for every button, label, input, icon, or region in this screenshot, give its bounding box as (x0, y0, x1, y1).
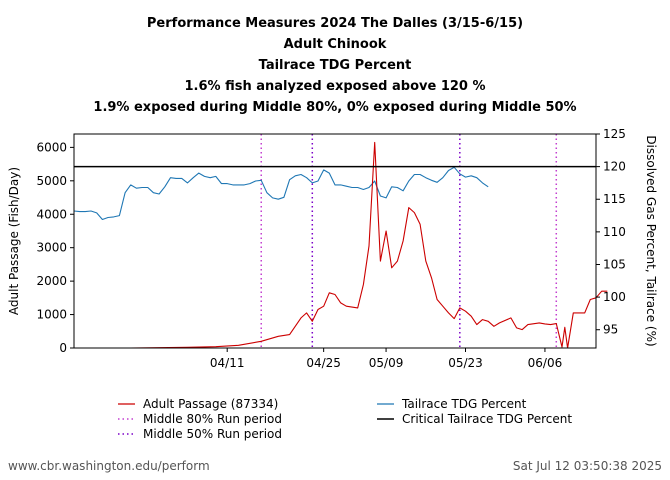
legend: Adult Passage (87334) Middle 80% Run per… (118, 397, 572, 441)
legend-item-critical: Critical Tailrace TDG Percent (377, 412, 572, 426)
title-line-1: Performance Measures 2024 The Dalles (3/… (147, 16, 523, 31)
chart-title: Performance Measures 2024 The Dalles (3/… (93, 16, 576, 115)
x-tick-label-1: 04/25 (306, 356, 341, 370)
tdg-series-line (73, 166, 489, 221)
y-right-tick-label-6: 125 (603, 127, 626, 141)
title-line-4: 1.6% fish analyzed exposed above 120 % (184, 79, 485, 94)
y-axis-left-label: Adult Passage (Fish/Day) (7, 167, 21, 315)
legend-label-tdg: Tailrace TDG Percent (401, 397, 527, 411)
legend-item-middle50: Middle 50% Run period (118, 427, 282, 441)
y-right-tick-label-1: 100 (603, 290, 626, 304)
footer-url: www.cbr.washington.edu/perform (8, 459, 210, 473)
legend-item-adult-passage: Adult Passage (87334) (118, 397, 278, 411)
y-right-tick-label-3: 110 (603, 225, 626, 239)
plot-frame (73, 133, 597, 349)
y-right-tick-label-5: 120 (603, 160, 626, 174)
x-tick-label-0: 04/11 (210, 356, 245, 370)
y-right-tick-label-2: 105 (603, 257, 626, 271)
y-right-tick-label-0: 95 (603, 323, 618, 337)
legend-item-middle80: Middle 80% Run period (118, 412, 282, 426)
y-right-tick-label-4: 115 (603, 192, 626, 206)
y-axis-right-label: Dissolved Gas Percent, Tailrace (%) (644, 135, 658, 346)
legend-label-critical: Critical Tailrace TDG Percent (402, 412, 572, 426)
plot-area: 0 1000 2000 3000 4000 5000 6000 95 100 105 110 115 1… (36, 127, 625, 370)
legend-label-adult-passage: Adult Passage (87334) (143, 397, 278, 411)
legend-item-tdg: Tailrace TDG Percent (377, 397, 527, 411)
adult-passage-series-line (102, 141, 608, 349)
title-line-5: 1.9% exposed during Middle 80%, 0% expos… (93, 100, 576, 115)
title-line-2: Adult Chinook (284, 37, 387, 52)
footer-timestamp: Sat Jul 12 03:50:38 2025 (513, 459, 662, 473)
y-left-tick-label-6: 6000 (36, 140, 67, 154)
x-tick-label-3: 05/23 (448, 356, 483, 370)
legend-label-middle80: Middle 80% Run period (143, 412, 282, 426)
title-line-3: Tailrace TDG Percent (259, 58, 412, 73)
y-left-tick-label-0: 0 (59, 341, 67, 355)
y-left-tick-label-3: 3000 (36, 241, 67, 255)
y-left-tick-label-4: 4000 (36, 207, 67, 221)
x-tick-label-4: 06/06 (528, 356, 563, 370)
y-left-tick-label-2: 2000 (36, 274, 67, 288)
y-left-tick-label-5: 5000 (36, 174, 67, 188)
y-left-tick-label-1: 1000 (36, 308, 67, 322)
legend-label-middle50: Middle 50% Run period (143, 427, 282, 441)
x-tick-label-2: 05/09 (369, 356, 404, 370)
